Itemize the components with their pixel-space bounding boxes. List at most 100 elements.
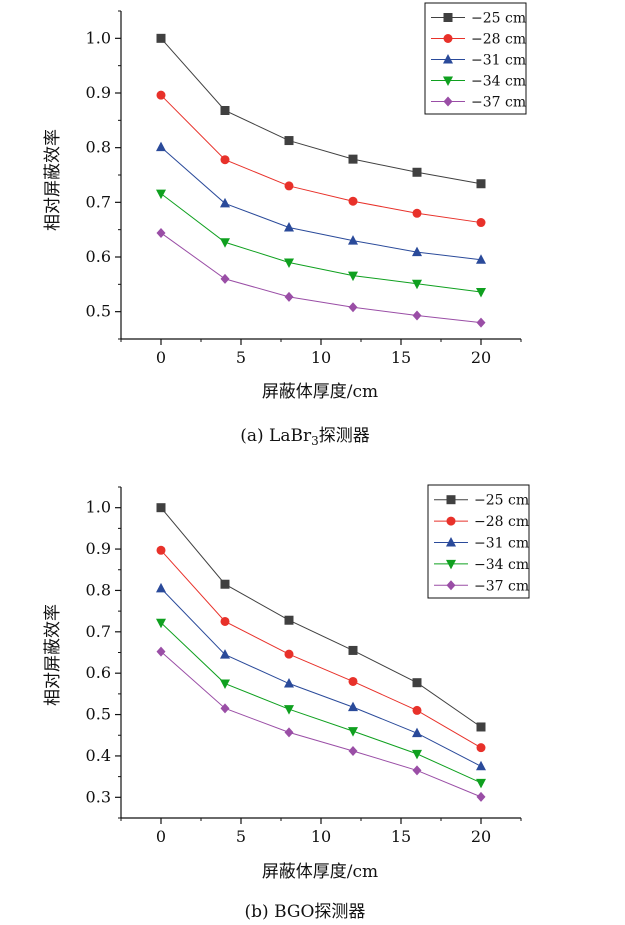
chart-b-point-s4-3 xyxy=(348,745,358,756)
chart-b-ytick-label-1: 0.4 xyxy=(86,746,111,765)
chart-a-point-s3-3 xyxy=(348,271,358,282)
chart-a-caption-sub: 3 xyxy=(311,434,319,448)
chart-a-xtick-label-1: 5 xyxy=(236,348,246,367)
chart-b-point-s4-1 xyxy=(220,703,230,714)
chart-b-ytick-label-0: 0.3 xyxy=(86,787,111,806)
chart-b-point-s3-3 xyxy=(348,727,358,737)
chart-a-point-s1-5 xyxy=(476,218,486,228)
chart-a-point-s3-5 xyxy=(476,287,486,298)
chart-b-ytick-label-2: 0.5 xyxy=(86,705,111,724)
chart-b-point-s2-5 xyxy=(476,760,486,771)
chart-a-point-s1-0 xyxy=(156,90,166,100)
chart-b-xtick-label-4: 20 xyxy=(471,827,491,846)
chart-a-point-s0-5 xyxy=(476,179,486,189)
chart-a-legend-label-0: −25 cm xyxy=(471,11,526,27)
chart-a-ytick-label-3: 0.8 xyxy=(86,138,111,157)
chart-b-point-s0-1 xyxy=(220,579,230,589)
chart-b-point-s4-0 xyxy=(156,646,166,657)
chart-a-point-s2-4 xyxy=(412,246,422,257)
chart-a-legend-label-3: −34 cm xyxy=(471,74,526,90)
chart-a-ytick-label-5: 1.0 xyxy=(86,28,111,47)
chart-b-point-s1-0 xyxy=(156,545,166,555)
chart-a-xtick-label-3: 15 xyxy=(391,348,411,367)
chart-a-point-s0-4 xyxy=(412,167,422,177)
chart-a-legend-label-4: −37 cm xyxy=(471,95,526,111)
chart-b-xlabel: 屏蔽体厚度/cm xyxy=(262,862,378,882)
chart-b-point-s0-5 xyxy=(476,722,486,732)
chart-b-caption: (b) BGO探测器 xyxy=(245,902,366,922)
chart-a-point-s0-3 xyxy=(348,154,358,164)
chart-a-point-s1-3 xyxy=(348,196,358,206)
chart-a-legend-label-1: −28 cm xyxy=(471,32,526,48)
chart-b-point-s3-0 xyxy=(156,618,166,629)
chart-b-xtick-label-2: 10 xyxy=(311,827,331,846)
chart-b-point-s3-5 xyxy=(476,778,486,789)
chart-b-point-s3-2 xyxy=(284,705,294,715)
chart-b-series-line-0 xyxy=(160,507,482,728)
chart-a-point-s2-3 xyxy=(348,235,358,245)
chart-a-legend-marker-2 xyxy=(443,54,453,64)
chart-b-point-s4-2 xyxy=(284,727,294,738)
chart-b-point-s2-3 xyxy=(348,701,358,712)
chart-a-legend-marker-4 xyxy=(443,96,453,107)
chart-b-point-s2-2 xyxy=(284,678,294,688)
chart-a-xlabel: 屏蔽体厚度/cm xyxy=(262,382,378,402)
chart-b-legend-marker-1 xyxy=(446,516,456,526)
chart-b-ytick-label-5: 0.8 xyxy=(86,580,111,599)
chart-a-point-s3-4 xyxy=(412,279,422,290)
chart-a-legend-label-2: −31 cm xyxy=(471,53,526,69)
chart-b-series-line-1 xyxy=(160,549,482,749)
chart-a-series-line-0 xyxy=(160,38,482,185)
chart-a-xtick-label-0: 0 xyxy=(156,348,166,367)
chart-a-point-s0-1 xyxy=(220,105,230,115)
chart-b-legend-label-1: −28 cm xyxy=(474,514,529,530)
chart-a-ylabel: 相对屏蔽效率 xyxy=(43,129,63,231)
chart-b-legend-label-0: −25 cm xyxy=(474,493,529,509)
chart-a-series-line-2 xyxy=(160,146,482,261)
chart-a-point-s2-0 xyxy=(156,141,166,152)
chart-a: 0 5 10 15 20 0.5 0.6 0.7 0.8 0.9 1.0 −25 cm −28 cm −3… xyxy=(43,2,527,448)
chart-a-caption-suffix: 探测器 xyxy=(319,426,370,446)
chart-a-ytick-label-0: 0.5 xyxy=(86,302,111,321)
chart-b-point-s1-1 xyxy=(220,616,230,626)
chart-b-caption-prefix: (b) BGO探测器 xyxy=(245,902,366,922)
chart-b-series-line-2 xyxy=(160,588,482,767)
chart-a-xtick-label-2: 10 xyxy=(311,348,331,367)
chart-b-legend-marker-4 xyxy=(446,580,456,591)
chart-b-point-s0-0 xyxy=(156,503,166,513)
chart-a-series-line-3 xyxy=(160,193,482,293)
chart-a-caption-prefix: (a) LaBr xyxy=(240,426,312,446)
chart-b-point-s0-4 xyxy=(412,678,422,688)
chart-b-series-line-4 xyxy=(160,651,482,798)
chart-b-point-s1-4 xyxy=(412,705,422,715)
chart-a-legend xyxy=(424,2,527,115)
chart-b-point-s0-2 xyxy=(284,615,294,625)
chart-b-xtick-label-1: 5 xyxy=(236,827,246,846)
chart-b-legend-label-4: −37 cm xyxy=(474,578,529,594)
chart-b-point-s2-4 xyxy=(412,727,422,738)
chart-b-xtick-label-3: 15 xyxy=(391,827,411,846)
chart-a-legend-marker-3 xyxy=(443,76,453,86)
chart-a-ytick-label-2: 0.7 xyxy=(86,192,111,211)
chart-b-series-line-3 xyxy=(160,622,482,784)
chart-a-point-s4-3 xyxy=(348,302,358,313)
chart-b-ytick-label-7: 1.0 xyxy=(86,498,111,517)
chart-a-ytick-label-1: 0.6 xyxy=(86,247,111,266)
chart-b-point-s0-3 xyxy=(348,645,358,655)
chart-a-point-s0-0 xyxy=(156,33,166,43)
chart-b-ytick-label-3: 0.6 xyxy=(86,663,111,682)
chart-a-point-s1-2 xyxy=(284,181,294,191)
chart-b-xtick-label-0: 0 xyxy=(156,827,166,846)
chart-a-plot: 0 5 10 15 20 0.5 0.6 0.7 0.8 0.9 1.0 −25 cm −28 cm −3… xyxy=(86,2,527,367)
chart-b-point-s2-0 xyxy=(156,582,166,593)
chart-b-legend-label-3: −34 cm xyxy=(474,557,529,573)
chart-b-ytick-label-4: 0.7 xyxy=(86,622,111,641)
chart-b-legend-marker-0 xyxy=(446,495,456,505)
chart-b-point-s4-4 xyxy=(412,765,422,776)
chart-a-point-s3-2 xyxy=(284,258,294,268)
chart-b-legend xyxy=(427,484,530,599)
chart-b-legend-marker-2 xyxy=(446,537,456,547)
chart-a-point-s1-4 xyxy=(412,208,422,218)
chart-a-point-s2-1 xyxy=(220,197,230,208)
chart-a-point-s4-4 xyxy=(412,310,422,321)
